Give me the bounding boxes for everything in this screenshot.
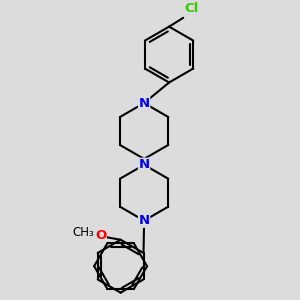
Text: CH₃: CH₃: [73, 226, 94, 239]
Text: O: O: [95, 229, 106, 242]
Text: Cl: Cl: [185, 2, 199, 15]
Text: N: N: [139, 214, 150, 227]
Text: N: N: [139, 158, 150, 171]
Text: N: N: [139, 97, 150, 110]
